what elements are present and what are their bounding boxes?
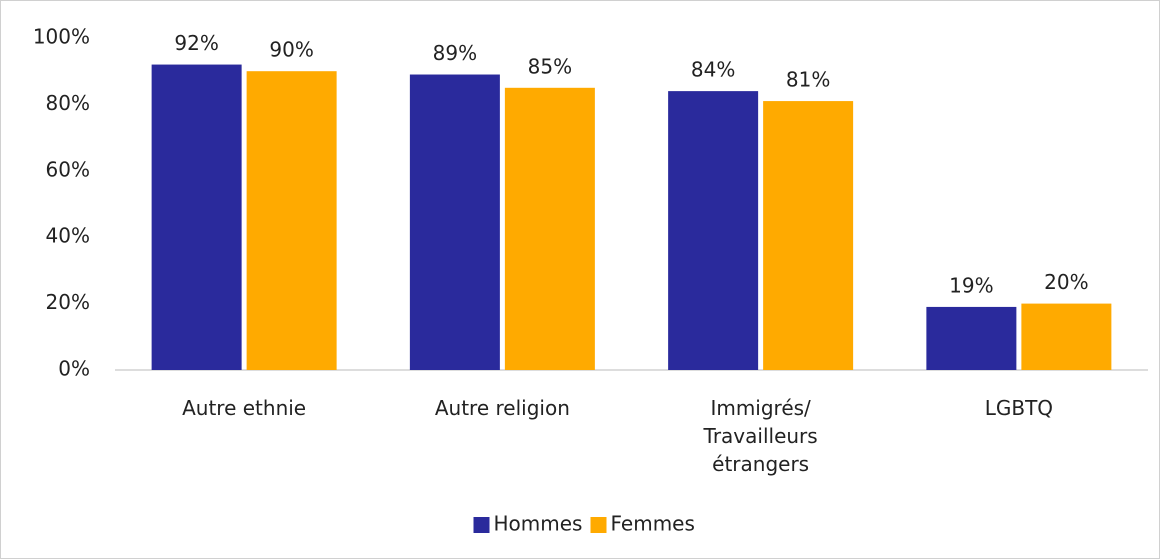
legend-swatch	[473, 517, 490, 533]
data-label: 84%	[691, 58, 735, 82]
bar	[668, 91, 759, 371]
data-label: 20%	[1044, 270, 1088, 294]
data-label: 81%	[786, 68, 830, 92]
x-tick-label: Immigrés/ Travailleurs étrangers	[703, 396, 818, 476]
y-tick-label: 40%	[46, 224, 90, 248]
y-tick-label: 60%	[46, 157, 90, 181]
legend-label: Hommes	[494, 512, 583, 536]
bar	[1021, 303, 1112, 370]
data-label: 90%	[269, 38, 313, 62]
y-tick-label: 80%	[46, 91, 90, 115]
bar	[409, 74, 500, 371]
data-label: 92%	[174, 31, 218, 55]
x-tick-label: Autre religion	[434, 396, 570, 420]
x-tick-label: LGBTQ	[984, 396, 1054, 420]
y-tick-label: 20%	[46, 290, 90, 314]
bar	[504, 87, 595, 371]
bar	[926, 306, 1017, 370]
bar	[246, 71, 337, 370]
data-label: 89%	[433, 41, 477, 65]
y-tick-label: 0%	[58, 357, 90, 381]
legend-label: Femmes	[611, 512, 695, 536]
y-tick-label: 100%	[33, 25, 90, 49]
x-tick-label: Autre ethnie	[182, 396, 307, 420]
legend-swatch	[590, 517, 607, 533]
data-label: 85%	[528, 54, 572, 78]
bar	[151, 64, 242, 370]
bar	[763, 101, 854, 370]
data-label: 19%	[949, 273, 993, 297]
